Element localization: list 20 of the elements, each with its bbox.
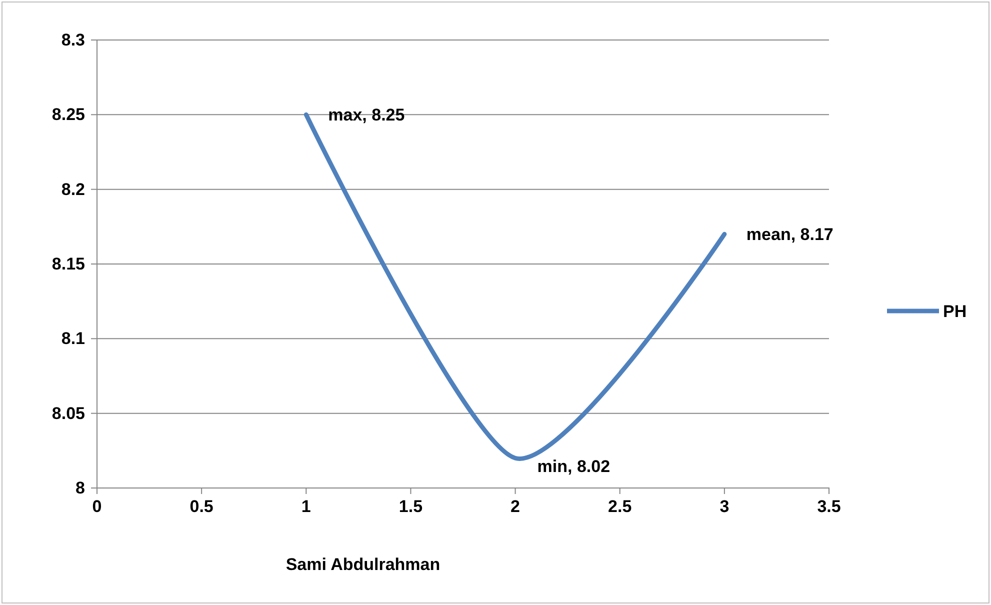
- x-tick-label: 2.5: [608, 497, 632, 516]
- annotation: max, 8.25: [328, 106, 405, 125]
- annotation: min, 8.02: [537, 457, 610, 476]
- x-tick-label: 1: [301, 497, 311, 516]
- x-tick-label: 0.5: [190, 497, 214, 516]
- y-tick-label: 8.25: [52, 105, 85, 124]
- x-tick-label: 3.5: [817, 497, 841, 516]
- y-tick-label: 8.1: [61, 329, 85, 348]
- y-tick-label: 8.05: [52, 404, 85, 423]
- x-tick-label: 1.5: [398, 497, 423, 516]
- legend-label: PH: [943, 302, 967, 321]
- y-tick-label: 8: [76, 478, 85, 498]
- annotation: mean, 8.17: [746, 225, 834, 244]
- y-tick-label: 8.15: [52, 254, 85, 274]
- x-tick-label: 0: [92, 497, 102, 516]
- y-tick-label: 8.3: [61, 30, 85, 50]
- x-tick-label: 2: [510, 497, 520, 516]
- x-tick-label: 3: [720, 497, 730, 516]
- y-tick-label: 8.2: [61, 180, 85, 199]
- x-axis-title: Sami Abdulrahman: [286, 555, 440, 574]
